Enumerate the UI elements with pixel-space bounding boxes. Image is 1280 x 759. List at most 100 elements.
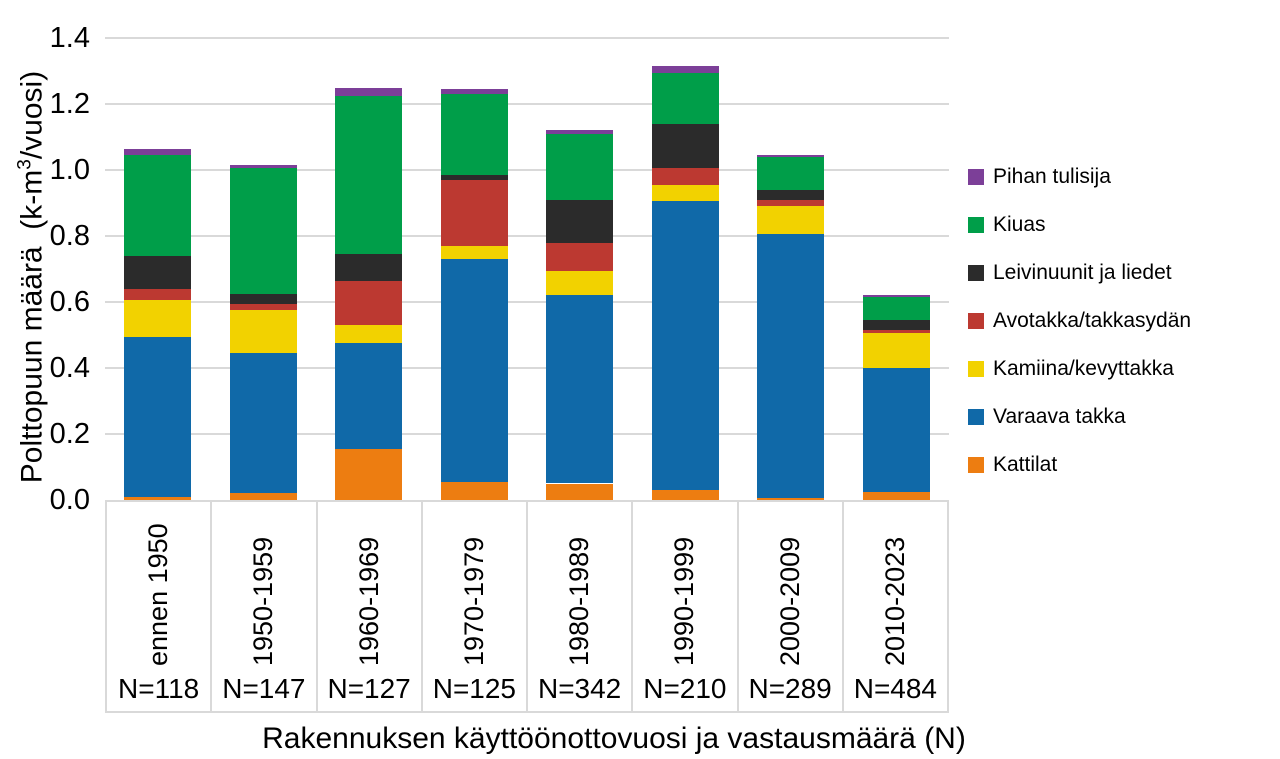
- bar-segment-pihan-tulisija: [124, 148, 192, 156]
- legend-item: Avotakka/takkasydän: [968, 310, 1191, 332]
- bar-segment-avotakka-takkasyd-n: [651, 168, 719, 185]
- legend-swatch-leivinuunit-ja-liedet: [968, 265, 984, 281]
- category-n-label: N=484: [853, 673, 938, 704]
- category-label-box: ennen 1950 N=118 1950-1959 N=147 1960-1969 N=…: [105, 500, 949, 713]
- legend-swatch-avotakka-takkasyd-n: [968, 313, 984, 329]
- legend-item: Varaava takka: [968, 406, 1191, 428]
- bar-segment-varaava-takka: [229, 353, 297, 494]
- legend: Pihan tulisija Kiuas Leivinuunit ja liedet…: [968, 166, 1191, 502]
- bar-segment-kamiina-kevyttakka: [335, 325, 403, 344]
- bar-segment-avotakka-takkasyd-n: [124, 288, 192, 301]
- bar-segment-varaava-takka: [335, 343, 403, 449]
- gridline: [105, 169, 949, 171]
- bar-segment-kiuas: [546, 133, 614, 200]
- y-tick-label: 1.4: [49, 22, 90, 54]
- bar-segment-leivinuunit-ja-liedet: [757, 189, 825, 200]
- bar-segment-kattilat: [229, 493, 297, 500]
- bar-segment-leivinuunit-ja-liedet: [546, 199, 614, 243]
- legend-label: Avotakka/takkasydän: [993, 309, 1192, 332]
- category-year-label: ennen 1950: [143, 523, 174, 666]
- bar-segment-avotakka-takkasyd-n: [757, 199, 825, 207]
- bar-segment-leivinuunit-ja-liedet: [335, 254, 403, 281]
- bar-segment-pihan-tulisija: [440, 89, 508, 95]
- gridline: [105, 301, 949, 303]
- y-tick-label: 0.6: [49, 286, 90, 318]
- legend-item: Pihan tulisija: [968, 166, 1191, 188]
- bar-segment-kiuas: [440, 94, 508, 175]
- bar-segment-varaava-takka: [440, 259, 508, 482]
- bar-segment-leivinuunit-ja-liedet: [124, 255, 192, 289]
- bar-segment-pihan-tulisija: [862, 295, 930, 298]
- category-year-label: 1980-1989: [564, 536, 595, 666]
- bar-segment-avotakka-takkasyd-n: [546, 242, 614, 271]
- category-year-label: 1960-1969: [353, 536, 384, 666]
- bar-segment-kattilat: [124, 496, 192, 500]
- category-year-label: 1970-1979: [458, 536, 489, 666]
- bar-segment-avotakka-takkasyd-n: [440, 179, 508, 246]
- bar-segment-pihan-tulisija: [546, 130, 614, 134]
- bar-segment-kamiina-kevyttakka: [651, 184, 719, 202]
- bar-segment-kattilat: [862, 491, 930, 500]
- category-year-label: 2000-2009: [774, 536, 805, 666]
- legend-item: Kiuas: [968, 214, 1191, 236]
- category-cell: 2010-2023 N=484: [841, 502, 947, 711]
- legend-label: Leivinuunit ja liedet: [993, 261, 1172, 284]
- legend-label: Pihan tulisija: [993, 165, 1111, 188]
- bar-segment-kamiina-kevyttakka: [757, 206, 825, 235]
- bar-segment-kamiina-kevyttakka: [440, 245, 508, 260]
- category-cell: 1980-1989 N=342: [526, 502, 631, 711]
- bar-segment-kiuas: [229, 168, 297, 294]
- bar-segment-kiuas: [862, 297, 930, 321]
- gridline: [105, 367, 949, 369]
- bar-segment-varaava-takka: [124, 336, 192, 497]
- bar-segment-leivinuunit-ja-liedet: [651, 123, 719, 169]
- bar-segment-leivinuunit-ja-liedet: [229, 293, 297, 304]
- bar-segment-pihan-tulisija: [229, 165, 297, 169]
- legend-label: Kiuas: [993, 213, 1046, 236]
- legend-swatch-varaava-takka: [968, 409, 984, 425]
- bar-segment-kiuas: [335, 95, 403, 255]
- bar-segment-kamiina-kevyttakka: [862, 333, 930, 368]
- category-n-label: N=289: [748, 673, 832, 704]
- category-cell: 1950-1959 N=147: [210, 502, 315, 711]
- category-year-label: 1990-1999: [669, 536, 700, 666]
- gridline: [105, 37, 949, 39]
- bar-segment-pihan-tulisija: [651, 66, 719, 73]
- legend-swatch-kamiina-kevyttakka: [968, 361, 984, 377]
- bar-segment-varaava-takka: [862, 368, 930, 492]
- legend-label: Kattilat: [993, 453, 1058, 476]
- bar-segment-avotakka-takkasyd-n: [335, 280, 403, 326]
- bar-segment-kattilat: [651, 490, 719, 500]
- bar-segment-kattilat: [757, 498, 825, 500]
- y-tick-label: 0.4: [49, 352, 90, 384]
- category-n-label: N=342: [537, 673, 622, 704]
- y-tick-label: 0.8: [49, 220, 90, 252]
- x-axis-title: Rakennuksen käyttöönottovuosi ja vastaus…: [262, 722, 966, 755]
- bar-segment-kamiina-kevyttakka: [124, 300, 192, 337]
- bar-segment-varaava-takka: [546, 295, 614, 484]
- category-n-label: N=147: [222, 673, 306, 704]
- y-tick-label: 0.0: [49, 484, 90, 516]
- legend-swatch-pihan-tulisija: [968, 169, 984, 185]
- category-cell: ennen 1950 N=118: [107, 502, 210, 711]
- bar-segment-kiuas: [124, 155, 192, 256]
- gridline: [105, 103, 949, 105]
- bar-segment-varaava-takka: [757, 234, 825, 499]
- category-cell: 2000-2009 N=289: [736, 502, 842, 711]
- bar-segment-pihan-tulisija: [335, 87, 403, 96]
- category-n-label: N=118: [118, 673, 200, 704]
- y-tick-label: 1.0: [49, 154, 90, 186]
- y-tick-label: 1.2: [49, 88, 90, 120]
- legend-item: Kattilat: [968, 454, 1191, 476]
- legend-swatch-kattilat: [968, 457, 984, 473]
- category-year-label: 2010-2023: [879, 536, 910, 666]
- bar-segment-kiuas: [757, 156, 825, 190]
- bar-segment-avotakka-takkasyd-n: [229, 303, 297, 311]
- legend-label: Varaava takka: [993, 405, 1126, 428]
- category-n-label: N=210: [643, 673, 727, 704]
- bar-segment-kattilat: [546, 483, 614, 500]
- legend-item: Kamiina/kevyttakka: [968, 358, 1191, 380]
- category-n-label: N=127: [327, 673, 411, 704]
- y-tick-label: 0.2: [49, 418, 90, 450]
